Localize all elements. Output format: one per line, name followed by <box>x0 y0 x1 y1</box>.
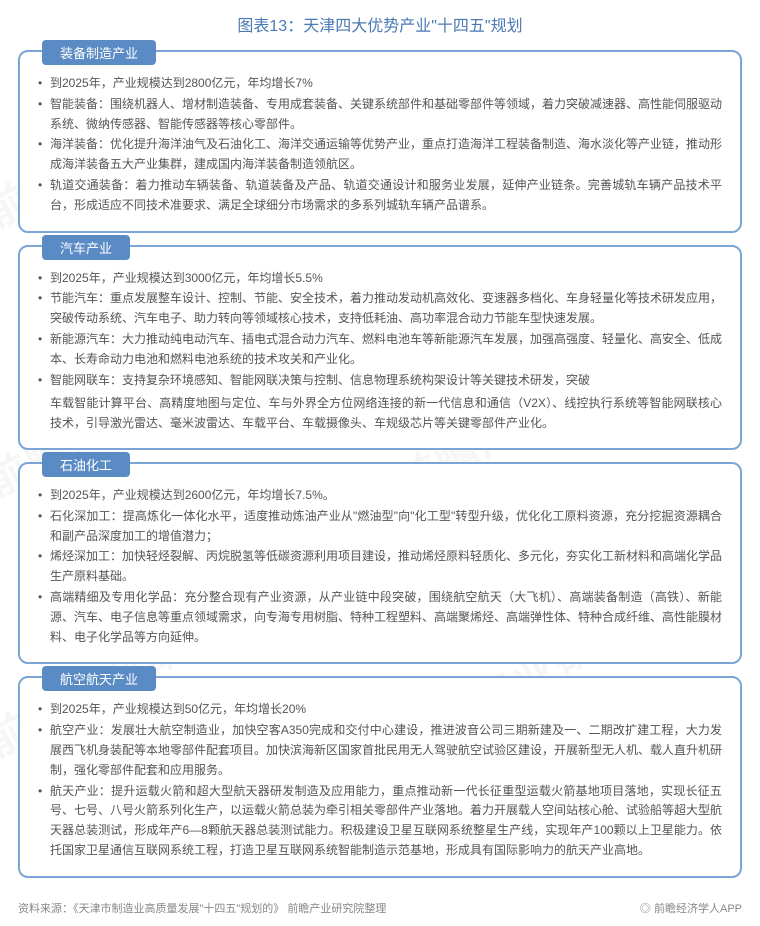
bullet-item: 航天产业：提升运载火箭和超大型航天器研发制造及应用能力，重点推动新一代长征重型运… <box>38 782 722 861</box>
section-label: 汽车产业 <box>42 235 130 260</box>
source-text: 资料来源：《天津市制造业高质量发展"十四五"规划的》 前瞻产业研究院整理 <box>18 900 386 916</box>
bullet-item: 智能网联车：支持复杂环境感知、智能网联决策与控制、信息物理系统构架设计等关键技术… <box>38 371 722 391</box>
section-label: 航空航天产业 <box>42 666 156 691</box>
bullet-item: 到2025年，产业规模达到2600亿元，年均增长7.5%。 <box>38 486 722 506</box>
bullet-item: 轨道交通装备：着力推动车辆装备、轨道装备及产品、轨道交通设计和服务业发展，延伸产… <box>38 176 722 216</box>
section-label: 装备制造产业 <box>42 40 156 65</box>
bullet-list: 到2025年，产业规模达到3000亿元，年均增长5.5%节能汽车：重点发展整车设… <box>38 269 722 391</box>
bullet-item: 到2025年，产业规模达到2800亿元，年均增长7% <box>38 74 722 94</box>
bullet-item: 节能汽车：重点发展整车设计、控制、节能、安全技术，着力推动发动机高效化、变速器多… <box>38 289 722 329</box>
bullet-list: 到2025年，产业规模达到2600亿元，年均增长7.5%。石化深加工：提高炼化一… <box>38 486 722 647</box>
section-box: 汽车产业到2025年，产业规模达到3000亿元，年均增长5.5%节能汽车：重点发… <box>18 245 742 450</box>
bullet-item: 航空产业：发展壮大航空制造业，加快空客A350完成和交付中心建设，推进波音公司三… <box>38 721 722 780</box>
bullet-item: 烯烃深加工：加快轻烃裂解、丙烷脱氢等低碳资源利用项目建设，推动烯烃原料轻质化、多… <box>38 547 722 587</box>
section-box: 装备制造产业到2025年，产业规模达到2800亿元，年均增长7%智能装备：围绕机… <box>18 50 742 233</box>
trailing-paragraph: 车载智能计算平台、高精度地图与定位、车与外界全方位网络连接的新一代信息和通信（V… <box>38 394 722 434</box>
bullet-item: 石化深加工：提高炼化一体化水平，适度推动炼油产业从"燃油型"向"化工型"转型升级… <box>38 507 722 547</box>
chart-title: 图表13：天津四大优势产业"十四五"规划 <box>18 12 742 36</box>
bullet-item: 海洋装备：优化提升海洋油气及石油化工、海洋交通运输等优势产业，重点打造海洋工程装… <box>38 135 722 175</box>
bullet-item: 到2025年，产业规模达到50亿元，年均增长20% <box>38 700 722 720</box>
bullet-item: 到2025年，产业规模达到3000亿元，年均增长5.5% <box>38 269 722 289</box>
document-container: 图表13：天津四大优势产业"十四五"规划 装备制造产业到2025年，产业规模达到… <box>0 0 760 896</box>
bullet-item: 高端精细及专用化学品：充分整合现有产业资源，从产业链中段突破，围绕航空航天（大飞… <box>38 588 722 647</box>
bullet-item: 智能装备：围绕机器人、增材制造装备、专用成套装备、关键系统部件和基础零部件等领域… <box>38 95 722 135</box>
bullet-list: 到2025年，产业规模达到2800亿元，年均增长7%智能装备：围绕机器人、增材制… <box>38 74 722 216</box>
section-box: 石油化工到2025年，产业规模达到2600亿元，年均增长7.5%。石化深加工：提… <box>18 462 742 664</box>
app-credit: ◎ 前瞻经济学人APP <box>640 900 742 916</box>
footer: 资料来源：《天津市制造业高质量发展"十四五"规划的》 前瞻产业研究院整理 ◎ 前… <box>0 896 760 926</box>
section-box: 航空航天产业到2025年，产业规模达到50亿元，年均增长20%航空产业：发展壮大… <box>18 676 742 877</box>
section-label: 石油化工 <box>42 452 130 477</box>
bullet-item: 新能源汽车：大力推动纯电动汽车、插电式混合动力汽车、燃料电池车等新能源汽车发展，… <box>38 330 722 370</box>
